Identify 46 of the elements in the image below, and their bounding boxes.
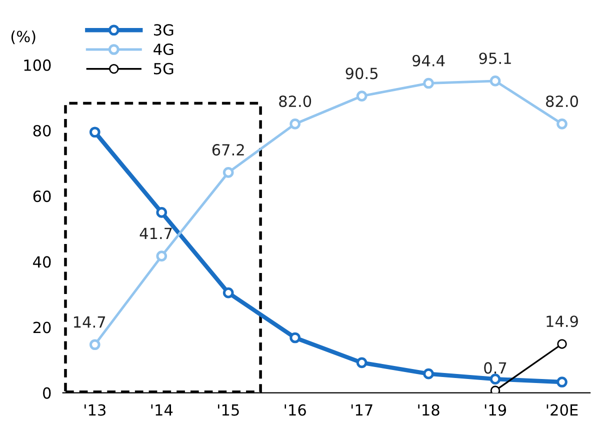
x-tick-label: '18 [418, 404, 440, 416]
point [356, 357, 368, 368]
data-label: 82.0 [546, 96, 578, 108]
y-tick-label: 40 [33, 256, 51, 268]
data-label: 90.5 [346, 68, 378, 80]
point [222, 167, 234, 178]
point [556, 376, 568, 388]
point [423, 78, 434, 89]
point [556, 118, 568, 130]
data-label: 0.7 [484, 362, 506, 374]
legend-label: 5G [154, 62, 174, 74]
point [356, 90, 368, 102]
point [156, 250, 168, 262]
y-tick-label: 100 [24, 59, 51, 71]
x-tick-label: '17 [351, 404, 372, 416]
point [89, 126, 100, 138]
data-label: 82.0 [279, 96, 312, 108]
point [490, 76, 501, 86]
data-label: 41.7 [140, 228, 172, 240]
data-label: 67.2 [212, 144, 244, 156]
x-tick-label: '15 [218, 404, 239, 416]
point [222, 287, 234, 298]
point [290, 118, 300, 130]
y-tick-label: 0 [43, 387, 51, 399]
x-tick-label: '19 [484, 404, 506, 416]
legend-label: 4G [154, 44, 174, 56]
x-tick-label: '16 [284, 404, 306, 416]
data-label: 14.9 [546, 316, 578, 328]
data-label: 95.1 [479, 52, 511, 64]
x-tick-label: '20E [546, 404, 578, 416]
legend-label: 3G [154, 24, 174, 36]
x-tick-label: '13 [84, 404, 106, 416]
y-tick-label: 20 [33, 322, 51, 334]
x-tick-label: '14 [151, 404, 173, 416]
data-label: 14.7 [74, 316, 106, 328]
point [89, 339, 100, 350]
point [290, 332, 300, 344]
point [490, 374, 501, 384]
y-axis-title: (%) [11, 30, 36, 44]
point [557, 339, 567, 349]
point [490, 386, 500, 393]
y-tick-label: 80 [33, 124, 51, 137]
data-label: 94.4 [412, 54, 445, 66]
y-tick-label: 60 [33, 190, 51, 202]
point [156, 207, 168, 218]
point [423, 368, 434, 380]
